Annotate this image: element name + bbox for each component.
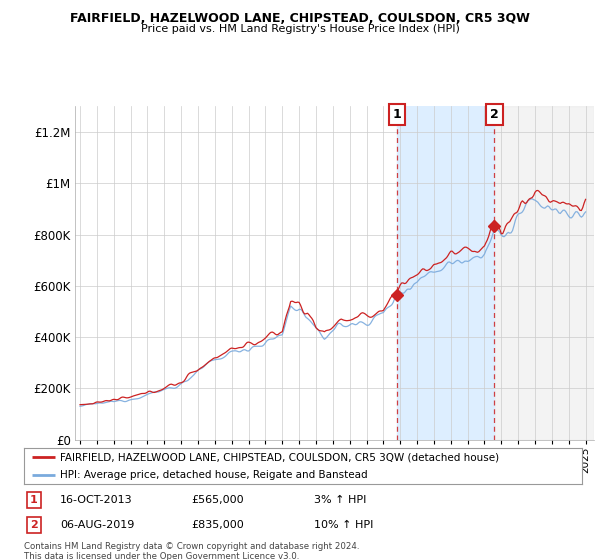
Bar — [397, 106, 494, 440]
Text: 10% ↑ HPI: 10% ↑ HPI — [314, 520, 374, 530]
Text: 1: 1 — [392, 108, 401, 121]
Text: Contains HM Land Registry data © Crown copyright and database right 2024.
This d: Contains HM Land Registry data © Crown c… — [24, 542, 359, 560]
Text: FAIRFIELD, HAZELWOOD LANE, CHIPSTEAD, COULSDON, CR5 3QW (detached house): FAIRFIELD, HAZELWOOD LANE, CHIPSTEAD, CO… — [60, 452, 499, 462]
Text: HPI: Average price, detached house, Reigate and Banstead: HPI: Average price, detached house, Reig… — [60, 470, 368, 480]
Text: 3% ↑ HPI: 3% ↑ HPI — [314, 495, 367, 505]
Text: £835,000: £835,000 — [191, 520, 244, 530]
Text: 1: 1 — [30, 495, 38, 505]
Text: 06-AUG-2019: 06-AUG-2019 — [60, 520, 134, 530]
Text: FAIRFIELD, HAZELWOOD LANE, CHIPSTEAD, COULSDON, CR5 3QW: FAIRFIELD, HAZELWOOD LANE, CHIPSTEAD, CO… — [70, 12, 530, 25]
Text: Price paid vs. HM Land Registry's House Price Index (HPI): Price paid vs. HM Land Registry's House … — [140, 24, 460, 34]
Text: £565,000: £565,000 — [191, 495, 244, 505]
Text: 2: 2 — [30, 520, 38, 530]
Bar — [494, 106, 594, 440]
Text: 16-OCT-2013: 16-OCT-2013 — [60, 495, 133, 505]
Text: 2: 2 — [490, 108, 499, 121]
